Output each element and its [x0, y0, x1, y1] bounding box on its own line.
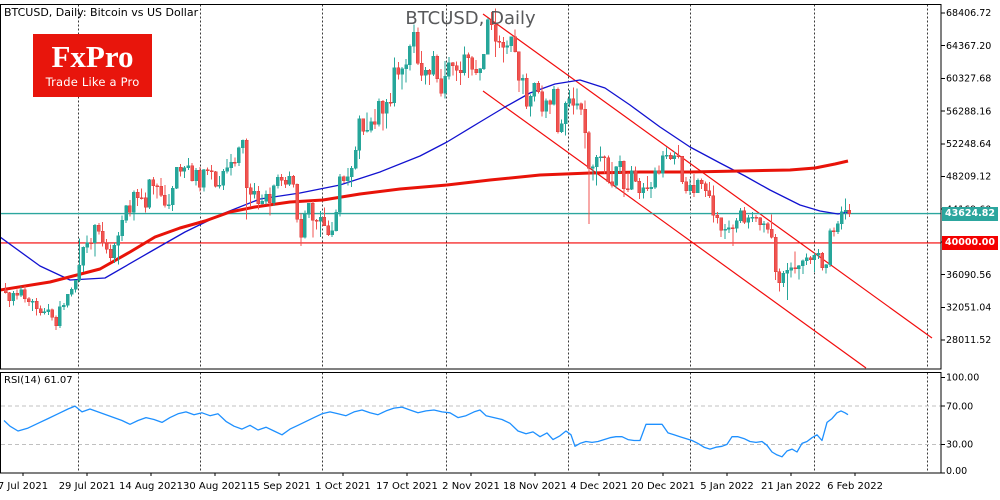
svg-text:5 Jan 2022: 5 Jan 2022: [700, 481, 754, 492]
date-axis-labels: 7 Jul 2021 29 Jul 2021 14 Aug 2021 30 Aug 2…: [0, 473, 883, 492]
svg-text:30 Aug 2021: 30 Aug 2021: [183, 481, 247, 492]
svg-text:36090.56: 36090.56: [946, 270, 991, 281]
chart-title-watermark: BTCUSD, Daily: [405, 8, 536, 29]
fxpro-logo-name: FxPro: [51, 39, 134, 74]
svg-text:1 Oct 2021: 1 Oct 2021: [315, 481, 370, 492]
svg-text:7 Jul 2021: 7 Jul 2021: [0, 481, 48, 492]
svg-text:21 Jan 2022: 21 Jan 2022: [761, 481, 821, 492]
price-level-badge: 40000.00: [942, 235, 998, 250]
price-axis-labels: 68406.72 64367.20 60327.68 56288.16 52248.64…: [941, 8, 991, 346]
fxpro-logo-tagline: Trade Like a Pro: [45, 75, 140, 89]
current-price-badge: 43624.82: [942, 206, 998, 221]
rsi-line: [3, 405, 849, 458]
rsi-indicator-label: RSI(14) 61.07: [4, 375, 73, 386]
svg-text:60327.68: 60327.68: [946, 74, 991, 85]
svg-text:0.00: 0.00: [946, 466, 967, 477]
svg-text:6 Feb 2022: 6 Feb 2022: [827, 481, 883, 492]
svg-text:14 Aug 2021: 14 Aug 2021: [119, 481, 183, 492]
svg-text:32051.04: 32051.04: [946, 303, 991, 314]
ma-red-thick-line: [1, 159, 849, 292]
svg-text:2 Nov 2021: 2 Nov 2021: [442, 481, 500, 492]
svg-text:18 Nov 2021: 18 Nov 2021: [503, 481, 567, 492]
vertical-gridlines: [78, 4, 928, 473]
svg-text:56288.16: 56288.16: [946, 106, 991, 117]
svg-text:20 Dec 2021: 20 Dec 2021: [631, 481, 695, 492]
svg-text:15 Sep 2021: 15 Sep 2021: [247, 481, 310, 492]
svg-text:17 Oct 2021: 17 Oct 2021: [376, 481, 438, 492]
ma-blue-line: [1, 79, 849, 281]
svg-text:30.00: 30.00: [946, 440, 973, 451]
svg-text:28011.52: 28011.52: [946, 335, 991, 346]
candles-layer: [3, 8, 852, 330]
svg-text:70.00: 70.00: [946, 401, 973, 412]
svg-text:100.00: 100.00: [946, 373, 979, 384]
svg-text:4 Dec 2021: 4 Dec 2021: [570, 481, 628, 492]
svg-text:29 Jul 2021: 29 Jul 2021: [59, 481, 116, 492]
svg-text:52248.64: 52248.64: [946, 139, 991, 150]
descending-trendlines[interactable]: [482, 13, 933, 369]
rsi-level-lines: [1, 405, 941, 445]
fxpro-logo: FxPro Trade Like a Pro: [33, 34, 152, 97]
svg-text:68406.72: 68406.72: [946, 8, 991, 19]
svg-text:48209.12: 48209.12: [946, 172, 991, 183]
symbol-description-label: BTCUSD, Daily: Bitcoin vs US Dollar: [4, 6, 199, 19]
rsi-axis-labels: 100.00 70.00 30.00 0.00: [941, 373, 979, 477]
svg-text:64367.20: 64367.20: [946, 41, 991, 52]
